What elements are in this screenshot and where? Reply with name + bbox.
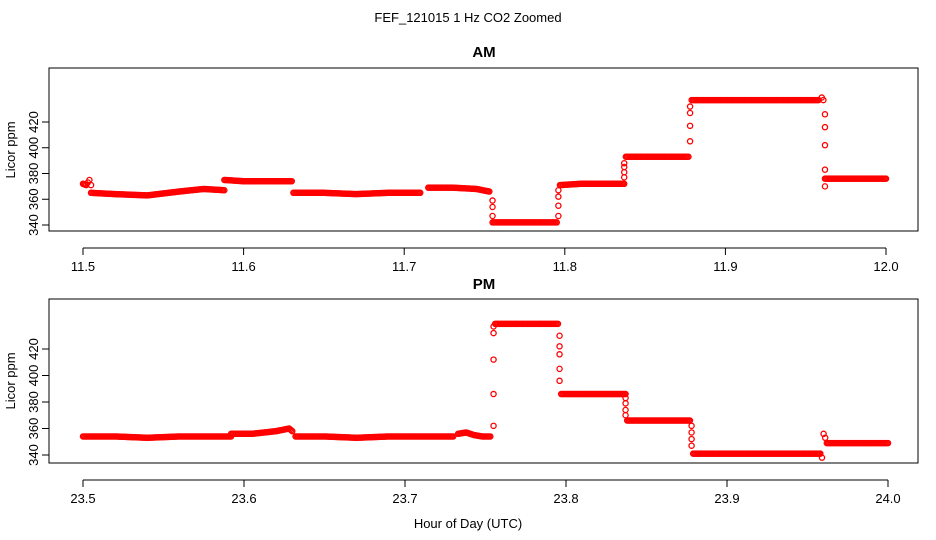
am-data-point [685,153,692,161]
am-data-point [620,180,628,188]
pm-data-point [884,439,892,447]
pm-x-tick-label: 23.9 [714,491,739,506]
pm-panel-title: PM [473,276,496,293]
am-data-point [686,103,694,110]
pm-data-point [490,356,497,363]
pm-y-tick-label: 400 [26,365,41,387]
pm-y-tick-label: 380 [26,391,41,413]
pm-y-tick-label: 420 [26,338,41,360]
am-panel-title: AM [472,44,495,61]
pm-data-point [622,406,629,414]
am-data-point [489,203,496,211]
am-data-point [821,183,829,190]
pm-data-point [556,351,563,358]
am-x-tick-label: 11.8 [553,259,577,274]
am-y-axis: 340 360 380 400 420 [26,111,50,236]
am-panel: AM Licor ppm 11.5 11.6 11.7 11.8 11.9 12.0 34… [3,44,919,274]
pm-data-point [289,427,296,435]
am-x-tick-label: 11.7 [392,259,416,274]
pm-data-point [556,343,563,350]
pm-data-point [688,435,695,443]
am-data-point [417,189,424,197]
am-data-point [555,193,562,200]
am-data-point [221,186,228,194]
am-y-tick-label: 380 [26,163,41,185]
am-x-tick-label: 11.9 [713,259,737,274]
am-data-point [553,219,561,226]
pm-data-point [688,442,695,449]
x-axis-label: Hour of Day (UTC) [414,516,522,531]
pm-x-axis: 23.5 23.6 23.7 23.8 23.9 24.0 [70,479,901,506]
pm-data-point [490,329,497,337]
am-data-point [821,123,829,131]
am-data-point [489,212,496,220]
am-x-axis: 11.5 11.6 11.7 11.8 11.9 12.0 [71,247,899,274]
pm-x-tick-label: 23.8 [553,491,578,506]
am-y-axis-label: Licor ppm [3,121,18,178]
pm-x-tick-label: 24.0 [875,491,900,506]
am-y-tick-label: 420 [26,111,41,133]
am-data-point [686,109,694,117]
am-data-point [821,111,829,118]
am-data-point [486,188,493,195]
pm-data-point [622,394,629,402]
am-data-point [87,181,95,189]
am-data-point [686,138,694,145]
am-y-tick-label: 360 [26,188,41,210]
pm-data-point [622,390,629,398]
pm-data-point [556,332,563,339]
am-data-point [882,175,890,182]
am-x-tick-label: 12.0 [873,259,898,274]
pm-data-point [287,427,295,434]
pm-y-tick-label: 340 [26,444,41,466]
am-data-point [489,197,496,204]
am-data-points [79,94,890,226]
pm-data-point [818,454,826,461]
am-y-tick-label: 400 [26,137,41,159]
pm-data-points [79,320,892,461]
am-data-point [821,141,829,149]
pm-data-point [490,323,497,330]
pm-data-point [554,320,562,328]
pm-data-point [556,365,563,373]
am-x-tick-label: 11.5 [71,259,95,274]
am-data-point [620,159,628,167]
pm-data-point [450,433,457,440]
am-data-point [555,212,562,220]
am-x-tick-label: 11.6 [231,259,255,274]
am-data-point [288,177,296,185]
am-data-point [686,122,694,130]
pm-y-axis: 340 360 380 400 420 [26,338,50,466]
am-data-point [820,96,827,104]
am-data-point [620,163,628,171]
pm-x-tick-label: 23.5 [70,491,95,506]
pm-data-point [688,429,695,436]
pm-data-point [490,422,497,430]
pm-data-point [487,433,494,440]
pm-data-point [556,377,563,385]
am-data-point [555,186,562,194]
pm-x-tick-label: 23.6 [231,491,256,506]
pm-x-tick-label: 23.7 [392,491,417,506]
am-data-point [821,166,829,173]
pm-y-axis-label: Licor ppm [3,352,18,409]
am-data-point [555,202,562,209]
pm-y-tick-label: 360 [26,418,41,440]
am-y-tick-label: 340 [26,214,41,236]
figure-title: FEF_121015 1 Hz CO2 Zoomed [374,10,561,25]
pm-panel: PM Licor ppm 23.5 23.6 23.7 23.8 23.9 24.0 34… [3,276,919,506]
pm-data-point [490,390,497,398]
pm-data-point [688,422,695,430]
